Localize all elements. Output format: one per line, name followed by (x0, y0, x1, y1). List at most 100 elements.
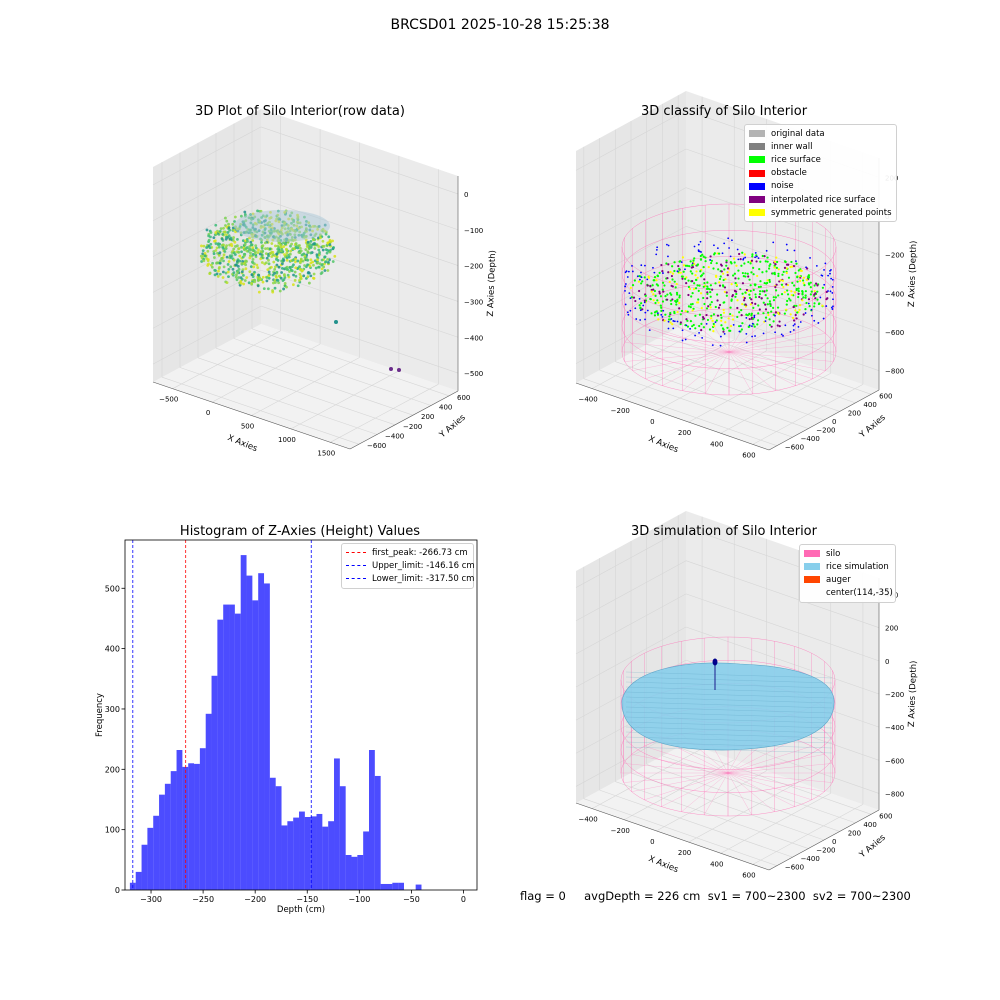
data-point (237, 250, 241, 254)
legend-item: original data (749, 127, 892, 140)
y-tick-label: 600 (879, 392, 892, 400)
classified-point (656, 313, 660, 316)
classified-point (727, 317, 730, 320)
noise-point (831, 292, 834, 294)
classified-point (691, 325, 694, 328)
classified-point (678, 301, 681, 305)
data-point (268, 247, 272, 251)
data-point (309, 239, 313, 243)
classified-point (669, 321, 672, 324)
classified-point (696, 284, 699, 287)
noise-point (691, 262, 694, 265)
data-point (275, 271, 279, 274)
legend-label: obstacle (771, 168, 807, 179)
data-point (235, 273, 238, 277)
classified-point (797, 269, 800, 272)
y-tick-label: −200 (816, 847, 835, 855)
classified-point (773, 271, 776, 274)
classified-point (726, 267, 730, 270)
classified-point (744, 272, 747, 275)
data-point (309, 258, 313, 262)
classified-point (759, 285, 762, 288)
classified-point (722, 311, 726, 314)
data-point (243, 248, 246, 252)
classified-point (685, 282, 688, 285)
data-point (316, 261, 319, 265)
classified-point (702, 285, 705, 288)
classified-point (786, 283, 790, 287)
classified-point (763, 254, 766, 258)
x-tick-label: −50 (403, 895, 420, 904)
data-point (299, 257, 303, 261)
legend-item: first_peak: -266.73 cm (346, 546, 469, 559)
histogram-bar (380, 883, 387, 890)
data-point (247, 247, 251, 251)
classified-point (768, 264, 771, 267)
data-point (296, 246, 300, 250)
classified-point (732, 257, 736, 260)
noise-point (627, 313, 630, 316)
data-point (251, 239, 255, 242)
legend-item: Upper_limit: -146.16 cm (346, 559, 475, 572)
gridline (260, 162, 459, 231)
data-point (292, 273, 295, 277)
x-tick-label: 1000 (278, 436, 296, 444)
data-point (331, 260, 335, 263)
data-point (269, 252, 272, 256)
classified-point (741, 322, 744, 325)
classified-point (786, 289, 789, 292)
data-point (243, 279, 247, 282)
classified-point (737, 269, 740, 272)
gridline (251, 357, 360, 416)
data-point (231, 267, 235, 271)
data-point (249, 251, 252, 255)
surface-mesh-line (625, 721, 833, 729)
classified-point (664, 313, 667, 316)
classified-point (713, 324, 716, 328)
noise-point (666, 243, 668, 246)
silo-wireframe-spoke (727, 772, 825, 792)
classified-point (653, 314, 657, 317)
classified-point (776, 324, 779, 327)
data-point (309, 274, 313, 278)
histogram-bar (223, 604, 230, 890)
data-point (224, 216, 227, 220)
x-tick-label: 600 (742, 871, 755, 879)
data-point (199, 254, 203, 258)
noise-point (830, 306, 833, 309)
noise-point (673, 320, 676, 323)
noise-point (753, 316, 756, 319)
data-point (306, 258, 310, 262)
classified-point (724, 321, 727, 324)
data-point (277, 250, 281, 253)
classified-point (643, 299, 646, 302)
noise-point (640, 276, 643, 279)
data-point (219, 227, 223, 230)
data-point (236, 264, 240, 268)
classified-point (781, 279, 785, 282)
classified-point (686, 319, 689, 322)
data-point (267, 276, 271, 280)
legend-swatch (804, 550, 820, 558)
classified-point (725, 291, 728, 294)
surface-mesh-line (625, 686, 833, 694)
classified-point (738, 311, 741, 314)
classified-point (652, 299, 655, 302)
data-point (203, 251, 207, 255)
gridline (172, 330, 281, 389)
classified-point (729, 306, 732, 309)
data-point (256, 248, 260, 252)
classified-point (757, 312, 760, 315)
noise-point (624, 289, 626, 292)
noise-point (721, 252, 724, 255)
data-point (240, 270, 244, 274)
x-tick-label: −500 (159, 396, 178, 404)
noise-point (742, 258, 745, 261)
noise-point (824, 262, 827, 265)
classified-point (798, 308, 801, 311)
noise-point (719, 344, 722, 347)
classified-point (740, 328, 743, 331)
classified-point (753, 325, 756, 328)
x-tick-label: −100 (348, 895, 370, 904)
data-point (224, 235, 228, 239)
